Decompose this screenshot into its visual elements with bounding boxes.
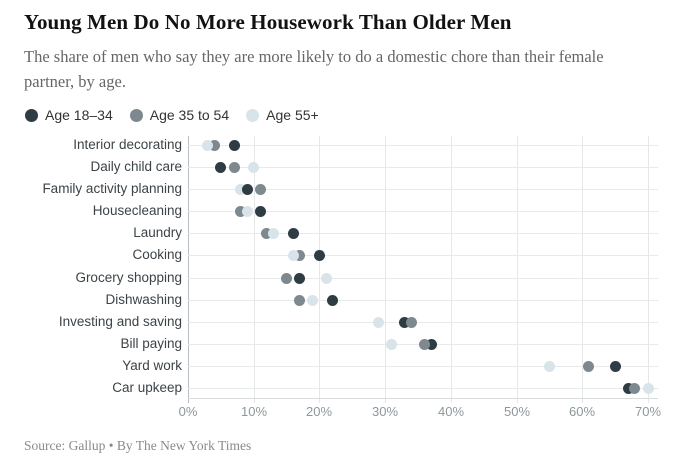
gridline-horizontal [188,255,658,256]
legend-item-a55: Age 55+ [246,107,319,123]
gridline-horizontal [188,300,658,301]
chart-subtitle: The share of men who say they are more l… [24,47,604,91]
legend-dot-icon [25,108,38,122]
data-dot-a35 [235,205,247,217]
category-label: Interior decorating [73,137,182,152]
x-tick-label: 50% [503,404,531,419]
data-dot-a55 [320,272,332,284]
legend-dot-icon [246,108,260,122]
data-dot-a35 [228,161,240,173]
gridline-vertical [385,136,386,403]
data-dot-a35 [583,360,595,372]
data-dot-a35 [405,316,417,328]
gridline-horizontal [188,322,658,323]
x-axis-line [188,398,658,399]
data-dot-a35 [254,183,266,195]
x-tick-label: 40% [437,404,465,419]
data-dot-a35 [261,227,273,239]
gridline-horizontal [188,167,658,168]
data-dot-a55 [543,360,555,372]
gridline-vertical [582,136,583,403]
data-dot-a55 [386,338,398,350]
gridline-vertical [451,136,452,403]
data-dot-a35 [629,382,641,394]
category-label: Daily child care [90,159,182,174]
category-label: Family activity planning [42,181,182,196]
gridline-horizontal [188,189,658,190]
data-dot-a18 [313,249,325,261]
gridline-horizontal [188,145,658,146]
data-dot-a18 [287,227,299,239]
plot-area: 0% 10% 20% 30% 40% 50% 60% 70% Interior decorati… [0,130,680,422]
category-label: Yard work [122,358,182,373]
data-dot-a18 [399,316,411,328]
legend-label: Age 55+ [266,107,319,123]
legend-item-a35: Age 35 to 54 [129,107,230,123]
category-label: Bill paying [120,336,182,351]
category-label: Investing and saving [58,314,182,329]
data-dot-a18 [294,272,306,284]
legend-dot-icon [129,108,143,122]
category-label: Cooking [132,247,182,262]
category-label: Grocery shopping [75,270,182,285]
data-dot-a35 [208,139,220,151]
data-dot-a18 [622,382,634,394]
data-dot-a35 [419,338,431,350]
data-dot-a18 [254,205,266,217]
x-tick-label: 0% [178,404,198,419]
data-dot-a55 [307,294,319,306]
data-dot-a35 [281,272,293,284]
legend-label: Age 18–34 [45,107,113,123]
source-line: Source: Gallup • By The New York Times [24,438,252,453]
gridline-horizontal [188,278,658,279]
data-dot-a55 [241,205,253,217]
data-dot-a18 [241,183,253,195]
category-label: Housecleaning [92,203,182,218]
x-tick-label: 60% [568,404,596,419]
data-dot-a55 [235,183,247,195]
legend-label: Age 35 to 54 [149,107,230,123]
category-label: Dishwashing [105,292,182,307]
chart-legend: Age 18–34 Age 35 to 54 Age 55+ [25,107,336,123]
data-dot-a18 [327,294,339,306]
data-dot-a18 [215,161,227,173]
gridline-vertical [254,136,255,403]
data-dot-a55 [248,161,260,173]
gridline-horizontal [188,233,658,234]
chart-title: Young Men Do No More Housework Than Olde… [24,10,512,34]
gridline-horizontal [188,211,658,212]
gridline-vertical [648,136,649,403]
category-label: Car upkeep [112,380,182,395]
data-dot-a55 [373,316,385,328]
legend-item-a18: Age 18–34 [25,107,113,123]
data-dot-a18 [228,139,240,151]
data-dot-a18 [425,338,437,350]
gridline-vertical [517,136,518,403]
x-tick-label: 10% [240,404,268,419]
x-tick-label: 70% [634,404,662,419]
gridline-horizontal [188,366,658,367]
data-dot-a55 [642,382,654,394]
gridline-vertical [319,136,320,403]
x-tick-label: 30% [371,404,399,419]
data-dot-a35 [294,249,306,261]
data-dot-a18 [609,360,621,372]
data-dot-a55 [202,139,214,151]
data-dot-a55 [267,227,279,239]
data-dot-a35 [294,294,306,306]
category-label: Laundry [133,225,182,240]
axis-zero-line [188,136,189,403]
data-dot-a55 [287,249,299,261]
x-tick-label: 20% [305,404,333,419]
gridline-horizontal [188,388,658,389]
